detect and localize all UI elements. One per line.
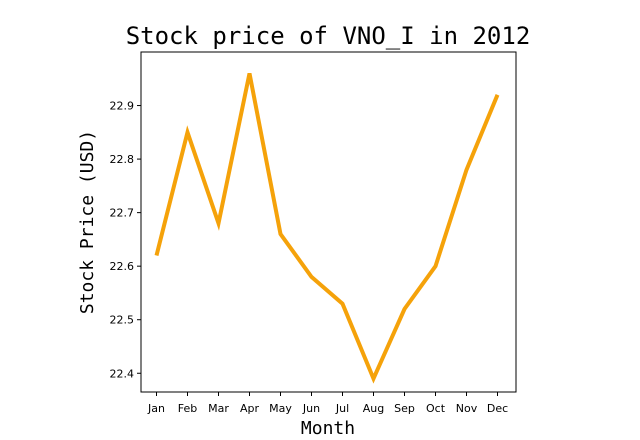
plot-area [140,51,517,393]
x-tick-label: May [269,402,292,415]
y-axis: 22.4 22.5 22.6 22.7 22.8 22.9 [110,100,141,380]
y-axis-label: Stock Price (USD) [77,130,98,314]
y-tick-label: 22.7 [110,207,135,220]
x-tick-label: Aug [363,402,384,415]
y-tick-label: 22.5 [110,314,135,327]
series-line [154,72,500,384]
chart-title: Stock price of VNO_I in 2012 [126,22,531,50]
x-tick-label: Apr [240,402,260,415]
x-tick-label: Jan [147,402,165,415]
x-tick-label: Sep [394,402,415,415]
x-tick-label: Mar [208,402,229,415]
y-tick-label: 22.6 [110,260,135,273]
y-tick-label: 22.4 [110,367,135,380]
x-tick-label: Nov [456,402,478,415]
x-tick-label: Dec [487,402,508,415]
y-tick-label: 22.8 [110,153,135,166]
x-tick-label: Jun [302,402,320,415]
y-tick-label: 22.9 [110,100,135,113]
x-tick-label: Jul [335,402,349,415]
x-axis: Jan Feb Mar Apr May Jun Jul Aug Sep Oct Nov Dec [147,392,508,415]
x-tick-label: Oct [426,402,446,415]
x-tick-label: Feb [178,402,197,415]
x-axis-label: Month [301,418,355,439]
